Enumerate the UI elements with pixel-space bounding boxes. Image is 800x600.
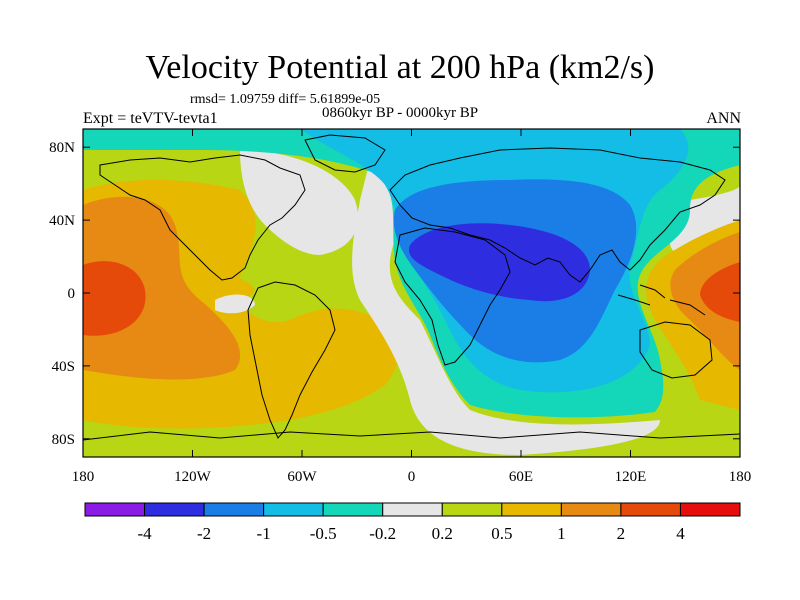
coastline-antarctica (83, 431, 740, 441)
lon-tick-label: 180 (729, 469, 752, 485)
colorbar-swatch (560, 502, 622, 517)
contour-band-2-4-east (700, 262, 740, 322)
coastline-greenland (304, 134, 386, 173)
colorbar-swatch (84, 502, 146, 517)
coastline-eurasia (389, 147, 726, 283)
contour-band-neg4-neg2 (409, 223, 590, 302)
lat-tick-label: 80S (52, 432, 75, 448)
colorbar-label: 2 (617, 524, 626, 543)
lat-tick-label: 40N (49, 213, 75, 229)
contour-band-4-west (83, 261, 146, 336)
contour-band-neg0.2-0.2-south (352, 160, 660, 455)
colorbar-label: 0.2 (432, 524, 453, 543)
colorbar-label: -2 (197, 524, 211, 543)
colorbar-swatch (263, 502, 324, 517)
contour-patch-tropical-atlantic (215, 294, 255, 314)
colorbar-swatch (441, 502, 503, 517)
colorbar-swatch (382, 502, 443, 517)
lon-tick-label: 120W (174, 469, 212, 485)
colorbar-swatch (322, 502, 384, 517)
period-subtitle: 0860kyr BP - 0000kyr BP (322, 105, 479, 121)
lon-tick-label: 60W (287, 469, 317, 485)
colorbar-swatch (501, 502, 562, 517)
colorbar-swatch (144, 502, 205, 517)
coastline-north-america (99, 154, 306, 281)
plot-title: Velocity Potential at 200 hPa (km2/s) (145, 49, 655, 86)
lon-tick-label: 120E (615, 469, 647, 485)
coastline-australia (639, 321, 713, 379)
map-axes: 180 120W 60W 0 60E 120E 180 80N 40N 0 40S 80S (49, 129, 751, 485)
colorbar-label: -4 (137, 524, 152, 543)
colorbar-swatch (679, 502, 741, 517)
lon-tick-label: 60E (509, 469, 533, 485)
lat-tick-label: 0 (68, 286, 76, 302)
coastlines (83, 134, 740, 441)
colorbar-label: 1 (557, 524, 566, 543)
colorbar-swatch (620, 502, 681, 517)
colorbar-label: -1 (257, 524, 271, 543)
coastline-south-america (247, 281, 336, 439)
lat-tick-label: 80N (49, 140, 75, 156)
colorbar: -4 -2 -1 -0.5 -0.2 0.2 0.5 1 2 4 (84, 502, 741, 543)
colorbar-label: 0.5 (491, 524, 512, 543)
lon-tick-label: 180 (72, 469, 95, 485)
stats-subtitle: rmsd= 1.09759 diff= 5.61899e-05 (190, 92, 381, 107)
colorbar-label: -0.5 (310, 524, 337, 543)
coastline-maritime-continent (617, 284, 706, 316)
contour-fill-layer (83, 129, 740, 457)
season-label: ANN (706, 110, 741, 127)
colorbar-swatch (203, 502, 265, 517)
contour-band-neg0.2-0.2-north (240, 150, 359, 255)
colorbar-label: 4 (676, 524, 685, 543)
coastline-africa (394, 227, 511, 366)
lat-tick-label: 40S (52, 359, 75, 375)
experiment-label: Expt = teVTV-tevta1 (83, 110, 218, 127)
contour-band-2-4-west (83, 196, 241, 380)
lon-tick-label: 0 (408, 469, 416, 485)
colorbar-label: -0.2 (369, 524, 396, 543)
